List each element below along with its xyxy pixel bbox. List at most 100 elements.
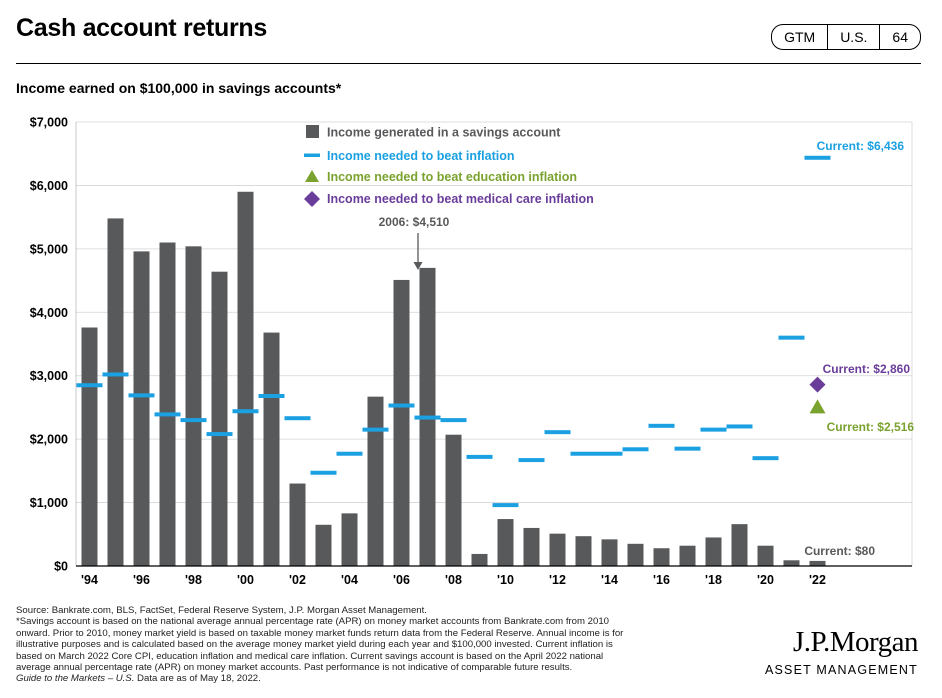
y-tick-label: $5,000 xyxy=(30,242,68,256)
badge-region: U.S. xyxy=(827,25,879,49)
inflation-dash-2014 xyxy=(596,451,623,456)
inflation-dash-2020 xyxy=(752,456,779,461)
savings-bar-2019 xyxy=(731,524,748,566)
inflation-dash-2010 xyxy=(492,503,519,508)
inflation-dash-2022 xyxy=(804,155,831,160)
savings-income-bars xyxy=(76,191,912,567)
savings-bar-2022 xyxy=(809,560,826,566)
inflation-dash-1995 xyxy=(102,372,129,377)
current-medical-label: Current: $2,860 xyxy=(823,362,911,376)
inflation-dash-2011 xyxy=(518,458,545,463)
savings-bar-2001 xyxy=(263,332,280,566)
inflation-dash-2002 xyxy=(284,416,311,421)
inflation-dash-2004 xyxy=(336,451,363,456)
x-tick-label: '22 xyxy=(809,573,826,587)
savings-bar-2018 xyxy=(705,537,722,566)
chart-annotations: 2006: $4,510 Current: $6,436 Current: $2… xyxy=(379,139,915,558)
inflation-dash-2013 xyxy=(570,451,597,456)
inflation-dash-1996 xyxy=(128,393,155,398)
legend-swatch-medical xyxy=(304,191,320,207)
chart-legend: Income generated in a savings account In… xyxy=(304,125,594,207)
inflation-dash-2008 xyxy=(440,418,467,423)
x-tick-label: '94 xyxy=(81,573,98,587)
inflation-dash-2018 xyxy=(700,427,727,432)
inflation-dash-2001 xyxy=(258,394,285,399)
inflation-dash-2017 xyxy=(674,446,701,451)
savings-bar-2003 xyxy=(315,524,332,566)
savings-bar-2008 xyxy=(445,434,462,566)
jpmorgan-logo: J.P.Morgan ASSET MANAGEMENT xyxy=(764,626,919,677)
legend-label-savings: Income generated in a savings account xyxy=(327,126,561,140)
savings-bar-2009 xyxy=(471,553,488,566)
x-tick-label: '98 xyxy=(185,573,202,587)
y-tick-label: $3,000 xyxy=(30,369,68,383)
inflation-markers xyxy=(809,376,826,414)
inflation-dash-1994 xyxy=(76,383,103,388)
savings-bar-2017 xyxy=(679,545,696,566)
inflation-dash-2021 xyxy=(778,335,805,340)
legend-swatch-education xyxy=(305,170,319,182)
logo-tagline: ASSET MANAGEMENT xyxy=(764,663,918,677)
savings-bar-2020 xyxy=(757,545,774,566)
guide-title: Guide to the Markets – U.S. xyxy=(16,673,135,685)
inflation-dash-1997 xyxy=(154,412,181,417)
current-education-label: Current: $2,516 xyxy=(827,420,915,434)
x-axis-tick-labels: '94 '96 '98 '00 '02 '04 '06 '08 '10 '12 '14 '16 '18 '… xyxy=(81,573,826,587)
inflation-dash-2000 xyxy=(232,409,259,414)
savings-bar-2021 xyxy=(783,560,800,566)
y-tick-label: $4,000 xyxy=(30,306,68,320)
callout-2006-arrowhead xyxy=(413,262,423,270)
y-tick-label: $7,000 xyxy=(30,116,68,130)
savings-bar-2005 xyxy=(367,396,384,566)
savings-bar-2000 xyxy=(237,191,254,566)
current-inflation-label: Current: $6,436 xyxy=(817,139,905,153)
footnote-line: Source: Bankrate.com, BLS, FactSet, Fede… xyxy=(16,605,427,616)
inflation-dash-2009 xyxy=(466,454,493,459)
inflation-dash-2005 xyxy=(362,427,389,432)
x-tick-label: '04 xyxy=(341,573,358,587)
x-tick-label: '14 xyxy=(601,573,618,587)
savings-income-chart: $0 $1,000 $2,000 $3,000 $4,000 $5,000 $6,000 $7… xyxy=(30,116,915,588)
header-divider xyxy=(16,63,921,65)
medical-inflation-marker xyxy=(809,376,826,393)
savings-bar-2016 xyxy=(653,548,670,566)
x-tick-label: '10 xyxy=(497,573,514,587)
y-tick-label: $6,000 xyxy=(30,179,68,193)
legend-label-medical: Income needed to beat medical care infla… xyxy=(327,192,594,206)
savings-bar-2010 xyxy=(497,519,514,566)
footnote-guide-line: Guide to the Markets – U.S. Data are as … xyxy=(16,673,751,684)
source-footnote: Source: Bankrate.com, BLS, FactSet, Fede… xyxy=(16,605,751,685)
footnote-line: based on March 2022 Core CPI, education … xyxy=(16,650,604,662)
savings-bar-1994 xyxy=(81,327,98,566)
inflation-dashes xyxy=(76,155,831,508)
savings-bar-2014 xyxy=(601,539,618,566)
savings-bar-2002 xyxy=(289,483,306,566)
savings-bar-2012 xyxy=(549,533,566,566)
x-tick-label: '02 xyxy=(289,573,306,587)
inflation-dash-1998 xyxy=(180,418,207,423)
inflation-dash-2003 xyxy=(310,470,337,475)
callout-2006-label: 2006: $4,510 xyxy=(379,215,450,229)
x-tick-label: '12 xyxy=(549,573,566,587)
education-inflation-marker xyxy=(809,399,826,414)
savings-bar-1999 xyxy=(211,271,228,566)
y-tick-label: $1,000 xyxy=(30,496,68,510)
legend-swatch-inflation xyxy=(304,153,320,157)
gtm-badge: GTM U.S. 64 xyxy=(771,24,921,50)
savings-bar-2011 xyxy=(523,527,540,566)
inflation-dash-2007 xyxy=(414,415,441,420)
footnote-line: illustrative purposes and is calculated … xyxy=(16,639,613,651)
page-title: Cash account returns xyxy=(16,14,268,42)
y-axis-tick-labels: $0 $1,000 $2,000 $3,000 $4,000 $5,000 $6,000 $7… xyxy=(30,116,68,574)
inflation-dash-2015 xyxy=(622,447,649,452)
inflation-dash-2006 xyxy=(388,403,415,408)
logo-wordmark: J.P.Morgan xyxy=(793,626,919,658)
legend-label-inflation: Income needed to beat inflation xyxy=(327,149,515,163)
savings-bar-2004 xyxy=(341,513,358,566)
inflation-dash-1999 xyxy=(206,432,233,437)
inflation-dash-2016 xyxy=(648,423,675,428)
savings-bar-2006 xyxy=(393,279,410,566)
badge-page-number: 64 xyxy=(879,25,920,49)
x-tick-label: '18 xyxy=(705,573,722,587)
current-savings-label: Current: $80 xyxy=(804,544,875,558)
